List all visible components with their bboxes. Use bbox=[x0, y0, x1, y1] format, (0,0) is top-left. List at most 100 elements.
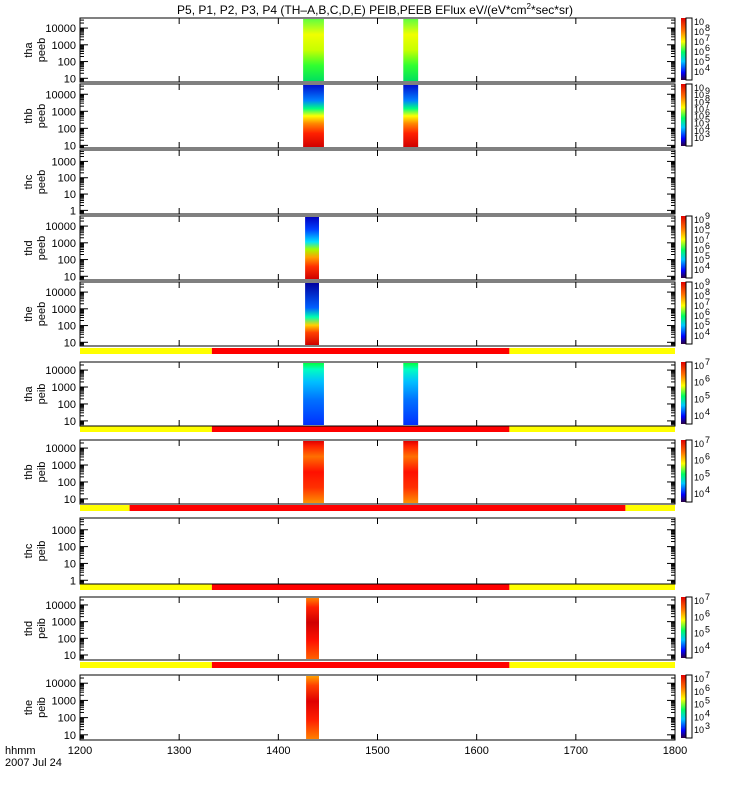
colorbar-tick-label: 10 bbox=[694, 489, 704, 499]
y-tick-label: 10 bbox=[64, 650, 76, 662]
panel-frame bbox=[79, 149, 676, 215]
colorbar-tick-exponent: 6 bbox=[705, 108, 710, 118]
colorbar-tick-exponent: 4 bbox=[705, 122, 710, 132]
y-label-instrument: peib bbox=[36, 618, 48, 639]
x-tick-label: 1200 bbox=[68, 745, 92, 757]
spectrogram-block bbox=[303, 19, 324, 81]
y-tick-label: 10000 bbox=[45, 678, 76, 690]
panel-frame bbox=[79, 596, 676, 661]
colorbar-tick-label: 10 bbox=[694, 674, 704, 684]
y-tick-label: 10 bbox=[64, 494, 76, 506]
colorbar-tick-exponent: 3 bbox=[705, 129, 710, 139]
y-label-instrument: peeb bbox=[36, 104, 48, 128]
colorbar-tick-exponent: 7 bbox=[705, 33, 710, 43]
x-tick-label: 1300 bbox=[167, 745, 191, 757]
spectrogram-block bbox=[306, 598, 319, 659]
colorbar-gradient bbox=[681, 675, 686, 738]
colorbar-tick-label: 10 bbox=[694, 281, 704, 291]
colorbar-tick-label: 10 bbox=[694, 235, 704, 245]
quality-segment bbox=[509, 348, 675, 354]
y-tick-label: 10 bbox=[64, 73, 76, 85]
y-label-probe: thc bbox=[23, 543, 35, 558]
quality-flag-bar bbox=[80, 348, 675, 354]
y-tick-label: 1000 bbox=[52, 617, 76, 629]
colorbar-tick-exponent: 7 bbox=[705, 231, 710, 241]
y-label-probe: tha bbox=[23, 385, 35, 401]
colorbar-tick-label: 10 bbox=[694, 47, 704, 57]
colorbar-tick-label: 10 bbox=[694, 687, 704, 697]
y-tick-label: 10 bbox=[64, 416, 76, 428]
colorbar-frame bbox=[685, 215, 693, 279]
colorbar-gradient bbox=[681, 362, 686, 424]
quality-segment bbox=[509, 662, 675, 668]
colorbar-tick-label: 10 bbox=[694, 311, 704, 321]
quality-segment bbox=[80, 426, 212, 432]
colorbar-tick-label: 10 bbox=[694, 57, 704, 67]
colorbar-tick-exponent: 7 bbox=[705, 435, 710, 445]
colorbar-tick-exponent: 8 bbox=[705, 221, 710, 231]
y-tick-label: 1000 bbox=[52, 382, 76, 394]
panel-frame bbox=[79, 439, 676, 505]
colorbar-tick-label: 10 bbox=[694, 645, 704, 655]
y-label-probe: tha bbox=[23, 41, 35, 57]
panel-frame bbox=[79, 215, 676, 281]
colorbar-tick-label: 10 bbox=[694, 700, 704, 710]
quality-segment bbox=[509, 584, 675, 590]
y-label-probe: the bbox=[23, 306, 35, 321]
y-tick-label: 10 bbox=[64, 730, 76, 742]
panel-frame bbox=[79, 83, 676, 149]
quality-segment bbox=[80, 505, 130, 511]
y-tick-label: 10000 bbox=[45, 600, 76, 612]
spectrogram-block bbox=[403, 85, 419, 147]
y-label-probe: thd bbox=[23, 621, 35, 636]
colorbar-tick-label: 10 bbox=[694, 712, 704, 722]
quality-segment bbox=[211, 348, 510, 354]
colorbar-tick-label: 10 bbox=[694, 629, 704, 639]
colorbar-frame bbox=[685, 83, 693, 147]
colorbar-tick-exponent: 4 bbox=[705, 708, 710, 718]
spectrogram-block bbox=[305, 217, 319, 279]
y-tick-label: 1000 bbox=[52, 106, 76, 118]
title-suffix: *sec*sr) bbox=[531, 3, 573, 17]
y-tick-label: 1000 bbox=[52, 304, 76, 316]
colorbar-frame bbox=[685, 439, 693, 503]
y-tick-label: 10000 bbox=[45, 287, 76, 299]
chart-title: P5, P1, P2, P3, P4 (TH–A,B,C,D,E) PEIB,P… bbox=[177, 2, 573, 17]
y-tick-label: 100 bbox=[58, 399, 76, 411]
colorbar-tick-exponent: 5 bbox=[705, 390, 710, 400]
colorbar-tick-label: 10 bbox=[694, 265, 704, 275]
colorbar-tick-label: 10 bbox=[694, 17, 704, 27]
y-tick-label: 10000 bbox=[45, 443, 76, 455]
quality-flag-bar bbox=[80, 662, 675, 668]
colorbar-tick-label: 10 bbox=[694, 439, 704, 449]
y-tick-label: 1 bbox=[70, 205, 76, 217]
x-tick-label: 1500 bbox=[365, 745, 389, 757]
x-label-line2: 2007 Jul 24 bbox=[5, 757, 62, 769]
spectrogram-block bbox=[305, 283, 319, 345]
colorbar-tick-exponent: 4 bbox=[705, 641, 710, 651]
colorbar-frame bbox=[685, 361, 693, 425]
spectrogram-block bbox=[303, 85, 324, 147]
y-tick-label: 10 bbox=[64, 140, 76, 152]
y-label-probe: the bbox=[23, 700, 35, 715]
quality-segment bbox=[211, 662, 510, 668]
colorbar-tick-exponent: 5 bbox=[705, 115, 710, 125]
y-tick-label: 1000 bbox=[52, 40, 76, 52]
colorbar-tick-label: 10 bbox=[694, 321, 704, 331]
y-tick-label: 100 bbox=[58, 713, 76, 725]
colorbar-tick-label: 10 bbox=[694, 612, 704, 622]
colorbar-tick-label: 10 bbox=[694, 456, 704, 466]
y-tick-label: 1 bbox=[70, 575, 76, 587]
quality-segment bbox=[625, 505, 675, 511]
colorbar-gradient bbox=[681, 282, 686, 344]
colorbar-tick-label: 10 bbox=[694, 255, 704, 265]
colorbar-tick-exponent: 9 bbox=[705, 86, 710, 96]
y-label-instrument: peib bbox=[36, 541, 48, 562]
colorbar-tick-label: 10 bbox=[694, 37, 704, 47]
